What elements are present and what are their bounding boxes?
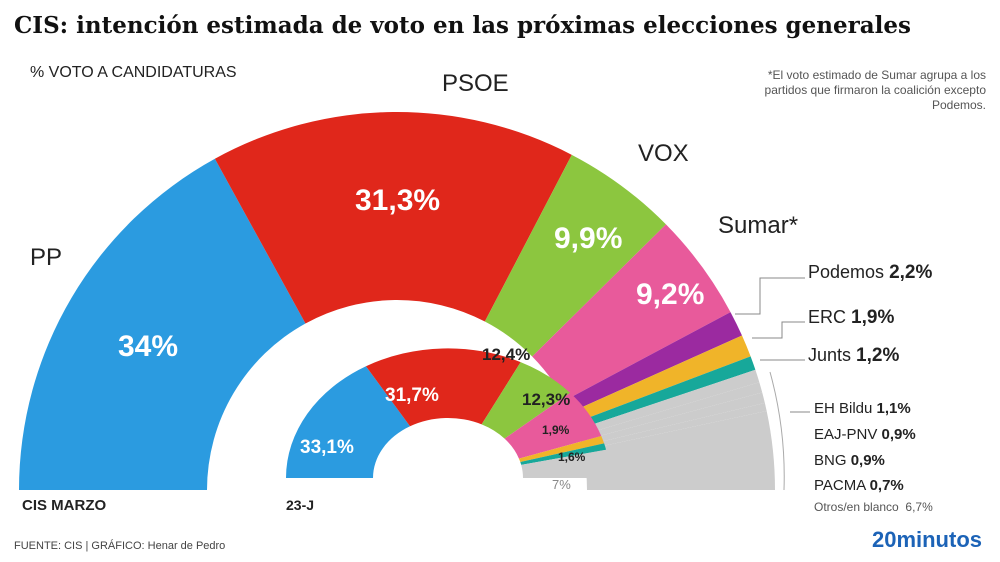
party-value: 0,9% (850, 452, 885, 469)
leader-line (752, 321, 805, 339)
label-junts: Junts 1,2% (808, 345, 899, 367)
label-podemos: Podemos 2,2% (808, 262, 932, 284)
outer-slice-9 (580, 392, 765, 447)
party-label-psoe: PSOE (442, 70, 509, 97)
party-value: 1,2% (856, 345, 900, 366)
label-erc: ERC 1,9% (808, 307, 894, 329)
inner-slice-5 (520, 443, 607, 465)
party-value: 0,7% (869, 477, 904, 494)
outer-chart-label: CIS MARZO (22, 497, 107, 514)
value-label-pp: 34% (118, 330, 179, 363)
label-pnv: EAJ-PNV 0,9% (814, 426, 916, 443)
inner-label-otros: 7% (552, 477, 571, 492)
leader-line (735, 277, 805, 315)
chart-subtitle: % VOTO A CANDIDATURAS (30, 64, 237, 81)
party-name: Podemos (808, 262, 885, 282)
party-value: 2,2% (889, 262, 933, 283)
party-name: ERC (808, 307, 847, 327)
party-name: Otros/en blanco (814, 500, 899, 514)
outer-slice-4 (564, 312, 742, 413)
party-name: EH Bildu (814, 400, 873, 417)
value-label-vox: 9,9% (554, 222, 623, 255)
party-name: PACMA (814, 477, 866, 494)
outer-slice-7 (577, 369, 760, 436)
inner-slice-6 (521, 449, 610, 478)
inner-slice-2 (481, 362, 571, 439)
party-name: BNG (814, 452, 847, 469)
inner-label-sumar: 12,3% (522, 390, 571, 409)
inner-label-junts: 1,6% (558, 450, 586, 464)
label-ehbildu: EH Bildu 1,1% (814, 400, 911, 417)
brand-logo: 20minutos (871, 527, 982, 552)
outer-slice-0 (19, 158, 306, 490)
inner-slice-1 (365, 348, 521, 427)
party-label-sumar: Sumar* (718, 212, 799, 239)
outer-slice-5 (570, 335, 751, 423)
label-bng: BNG 0,9% (814, 452, 885, 469)
inner-slice-4 (518, 436, 605, 462)
party-label-pp: PP (30, 244, 63, 271)
others-bracket (769, 371, 785, 491)
outer-slice-10 (581, 402, 767, 451)
chart-title: CIS: intención estimada de voto en las p… (14, 12, 911, 39)
party-value: 1,9% (851, 307, 895, 328)
inner-label-erc: 1,9% (542, 423, 570, 437)
outer-slice-6 (574, 356, 756, 430)
inner-label-vox: 12,4% (482, 345, 531, 364)
label-pacma: PACMA 0,7% (814, 477, 904, 494)
party-value: 1,1% (876, 400, 911, 417)
outer-slice-1 (214, 112, 572, 324)
label-otros: Otros/en blanco 6,7% (814, 500, 933, 514)
value-label-psoe: 31,3% (355, 184, 441, 217)
inner-chart-label: 23-J (286, 497, 315, 513)
outer-slice-8 (579, 382, 763, 442)
footer-source: FUENTE: CIS | GRÁFICO: Henar de Pedro (14, 540, 226, 552)
party-name: Junts (808, 345, 852, 365)
party-value: 6,7% (905, 500, 933, 514)
outer-slice-3 (532, 224, 731, 401)
outer-slice-11 (582, 411, 775, 490)
party-name: EAJ-PNV (814, 426, 878, 443)
party-label-vox: VOX (638, 140, 689, 167)
inner-label-psoe: 31,7% (385, 385, 439, 406)
inner-slice-0 (286, 366, 411, 478)
inner-label-pp: 33,1% (300, 437, 354, 458)
outer-slice-2 (484, 154, 666, 357)
value-label-sumar: 9,2% (636, 278, 705, 311)
inner-slice-3 (504, 392, 602, 459)
footnote: *El voto estimado de Sumar agrupa a los … (764, 68, 986, 112)
party-value: 0,9% (881, 426, 916, 443)
